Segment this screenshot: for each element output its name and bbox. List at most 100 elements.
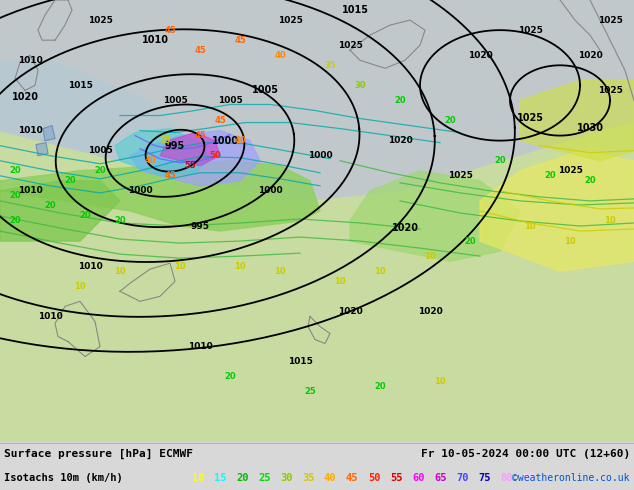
Text: 1020: 1020 — [387, 136, 412, 145]
Text: 10: 10 — [564, 237, 576, 245]
Text: 20: 20 — [44, 201, 56, 210]
Polygon shape — [520, 80, 634, 161]
Text: 10: 10 — [174, 262, 186, 270]
Text: 1020: 1020 — [11, 93, 39, 102]
Text: 20: 20 — [224, 372, 236, 381]
Text: 45: 45 — [194, 131, 206, 140]
Text: 1020: 1020 — [338, 307, 363, 316]
Text: 1025: 1025 — [448, 172, 472, 180]
Polygon shape — [480, 151, 634, 271]
Text: 35: 35 — [159, 136, 171, 145]
Text: 10: 10 — [114, 267, 126, 276]
Text: 20: 20 — [444, 116, 456, 125]
Text: 1000: 1000 — [257, 186, 282, 196]
Text: 70: 70 — [456, 473, 469, 483]
Text: 55: 55 — [390, 473, 403, 483]
Text: 995: 995 — [165, 141, 185, 150]
Text: 20: 20 — [584, 176, 596, 185]
Text: 1010: 1010 — [18, 186, 42, 196]
Polygon shape — [160, 133, 220, 166]
Text: ©weatheronline.co.uk: ©weatheronline.co.uk — [512, 473, 630, 483]
Text: 20: 20 — [394, 96, 406, 105]
Text: 1025: 1025 — [517, 25, 543, 35]
Text: 20: 20 — [236, 473, 249, 483]
Text: 45: 45 — [214, 116, 226, 125]
Text: 50: 50 — [209, 151, 221, 160]
Text: 1025: 1025 — [337, 41, 363, 49]
Text: 15: 15 — [214, 473, 226, 483]
Text: 1000: 1000 — [212, 136, 238, 146]
Text: 45: 45 — [164, 25, 176, 35]
Text: 85: 85 — [522, 473, 534, 483]
Text: 1020: 1020 — [578, 51, 602, 60]
Text: Isotachs 10m (km/h): Isotachs 10m (km/h) — [4, 473, 123, 483]
Polygon shape — [36, 143, 48, 156]
Text: 1020: 1020 — [392, 223, 418, 233]
Text: 60: 60 — [412, 473, 425, 483]
Text: 1020: 1020 — [468, 51, 493, 60]
Text: 1025: 1025 — [598, 16, 623, 24]
Text: 20: 20 — [9, 166, 21, 175]
Text: 1030: 1030 — [576, 122, 604, 133]
Text: 1010: 1010 — [77, 262, 102, 270]
Text: 25: 25 — [304, 387, 316, 396]
Text: 10: 10 — [74, 282, 86, 291]
Text: 1005: 1005 — [217, 96, 242, 105]
Text: 20: 20 — [9, 217, 21, 225]
Text: 1020: 1020 — [418, 307, 443, 316]
Text: 25: 25 — [258, 473, 271, 483]
Text: 20: 20 — [114, 217, 126, 225]
Text: 10: 10 — [424, 252, 436, 261]
Polygon shape — [0, 60, 200, 181]
Polygon shape — [350, 171, 520, 261]
Text: 20: 20 — [544, 172, 556, 180]
Text: 50: 50 — [368, 473, 380, 483]
Text: 1010: 1010 — [37, 312, 62, 321]
Text: 10: 10 — [274, 267, 286, 276]
Text: 20: 20 — [374, 382, 386, 391]
Text: 40: 40 — [274, 51, 286, 60]
Text: 1005: 1005 — [252, 85, 278, 96]
Text: 30: 30 — [280, 473, 292, 483]
Polygon shape — [0, 161, 320, 231]
Text: 1025: 1025 — [517, 113, 543, 122]
Text: 45: 45 — [234, 36, 246, 45]
Text: 1025: 1025 — [557, 166, 583, 175]
Text: 45: 45 — [194, 46, 206, 55]
Text: 10: 10 — [434, 377, 446, 386]
Text: 1025: 1025 — [87, 16, 112, 24]
Polygon shape — [43, 125, 55, 141]
Text: 1000: 1000 — [307, 151, 332, 160]
Text: 10: 10 — [604, 217, 616, 225]
Polygon shape — [0, 181, 120, 241]
Text: 40: 40 — [144, 156, 156, 165]
Text: 10: 10 — [524, 221, 536, 230]
Text: 35: 35 — [324, 61, 336, 70]
Polygon shape — [115, 128, 210, 176]
Text: 90: 90 — [544, 473, 557, 483]
Text: 1010: 1010 — [188, 342, 212, 351]
Text: 20: 20 — [79, 212, 91, 220]
Text: 1005: 1005 — [87, 146, 112, 155]
Text: 20: 20 — [9, 192, 21, 200]
Text: Fr 10-05-2024 00:00 UTC (12+60): Fr 10-05-2024 00:00 UTC (12+60) — [421, 449, 630, 459]
Text: 1000: 1000 — [127, 186, 152, 196]
Text: 20: 20 — [94, 166, 106, 175]
Text: Surface pressure [hPa] ECMWF: Surface pressure [hPa] ECMWF — [4, 449, 193, 459]
Text: 45: 45 — [346, 473, 358, 483]
Text: 80: 80 — [500, 473, 512, 483]
Text: 40: 40 — [234, 136, 246, 145]
Polygon shape — [0, 0, 634, 442]
Text: 75: 75 — [478, 473, 491, 483]
Text: 65: 65 — [434, 473, 446, 483]
Text: 1015: 1015 — [68, 81, 93, 90]
Text: 30: 30 — [354, 81, 366, 90]
Text: 20: 20 — [64, 176, 76, 185]
Text: 10: 10 — [234, 262, 246, 270]
Text: 1005: 1005 — [163, 96, 188, 105]
Text: 35: 35 — [302, 473, 314, 483]
Text: 1025: 1025 — [598, 86, 623, 95]
Text: 45: 45 — [164, 172, 176, 180]
Text: 1010: 1010 — [18, 126, 42, 135]
Text: 20: 20 — [464, 237, 476, 245]
